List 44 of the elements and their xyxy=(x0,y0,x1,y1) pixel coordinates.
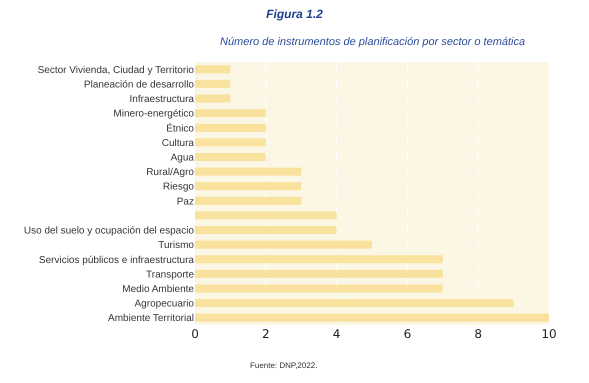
bar xyxy=(195,138,266,146)
y-tick-label: Turismo xyxy=(158,240,194,252)
y-tick-label: Sector Vivienda, Ciudad y Territorio xyxy=(38,64,194,76)
bar xyxy=(195,255,443,264)
bar xyxy=(195,94,230,103)
y-tick-label: Medio Ambiente xyxy=(122,284,194,295)
bar xyxy=(195,152,266,161)
bar xyxy=(195,211,337,220)
x-tick-label: 4 xyxy=(332,327,340,341)
source-note: Fuente: DNP,2022. xyxy=(250,361,318,370)
chart-subtitle: Número de instrumentos de planificación por sector o temática xyxy=(220,36,526,48)
bar xyxy=(195,240,372,249)
chart-title: Figura 1.2 xyxy=(266,6,324,21)
y-tick-label: Uso del suelo y ocupación del espacio xyxy=(24,226,194,237)
bar xyxy=(195,299,514,308)
bar xyxy=(195,196,302,205)
bar xyxy=(195,80,230,88)
bar xyxy=(195,284,443,292)
x-tick-label: 8 xyxy=(474,327,482,341)
x-tick-label: 2 xyxy=(262,327,270,341)
bar xyxy=(195,109,266,118)
y-tick-label: Servicios públicos e infraestructura xyxy=(38,254,194,266)
y-tick-label: Cultura xyxy=(162,138,194,149)
y-tick-label: Riesgo xyxy=(162,182,194,193)
bar xyxy=(195,314,549,322)
y-tick-label: Agua xyxy=(170,152,194,164)
y-tick-label: Agropecuario xyxy=(134,298,194,310)
x-tick-label: 0 xyxy=(191,327,199,341)
y-tick-label: Planeación de desarrollo xyxy=(84,79,194,90)
x-tick-label: 6 xyxy=(404,327,412,341)
bar xyxy=(195,270,443,278)
y-tick-label: Étnico xyxy=(166,122,194,134)
bar xyxy=(195,124,266,132)
bar xyxy=(195,65,230,74)
y-tick-label: Ambiente Territorial xyxy=(108,313,194,324)
x-tick-label: 10 xyxy=(541,327,557,341)
y-tick-label: Minero-energético xyxy=(113,108,194,120)
y-tick-label: Rural/Agro xyxy=(146,167,194,178)
y-tick-label: Transporte xyxy=(146,269,194,280)
y-tick-label: Paz xyxy=(176,196,194,208)
bar xyxy=(195,168,302,176)
y-tick-label: Infraestructura xyxy=(130,94,194,106)
bar xyxy=(195,226,337,234)
bar xyxy=(195,182,302,190)
